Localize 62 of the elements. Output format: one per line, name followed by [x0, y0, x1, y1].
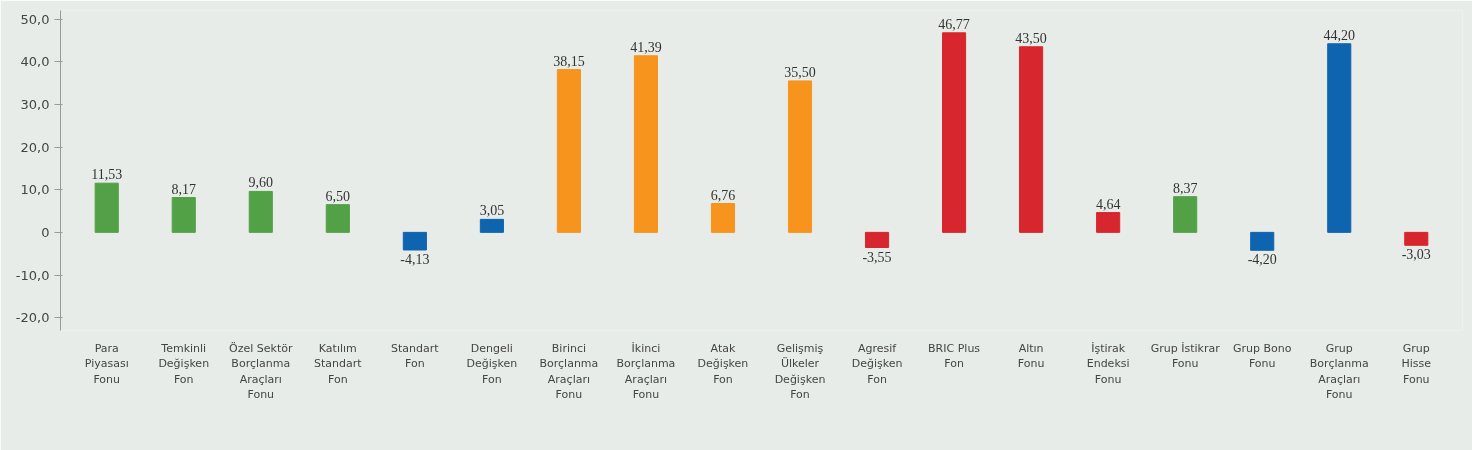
- data-label: -4,20: [1247, 252, 1277, 268]
- x-tick-label: Grup İstikrar Fonu: [1150, 341, 1221, 371]
- bar: [325, 204, 350, 233]
- bar: [1250, 231, 1275, 251]
- x-tick-label: Gelişmiş Ülkeler Değişken Fon: [774, 341, 826, 402]
- bar: [1019, 46, 1044, 233]
- data-label: 6,50: [325, 188, 351, 204]
- y-tick-label: 10,0: [20, 182, 50, 198]
- data-label: 9,60: [248, 175, 274, 191]
- x-tick-label: Grup Hisse Fonu: [1401, 341, 1432, 386]
- y-tick-label: -10,0: [15, 267, 50, 283]
- x-tick-label: İştirak Endeksi Fonu: [1086, 341, 1130, 386]
- x-tick-label: Grup Borçlanma Araçları Fonu: [1309, 341, 1369, 402]
- bar: [1327, 43, 1352, 233]
- data-label: 44,20: [1323, 27, 1355, 43]
- data-label: -3,55: [862, 249, 892, 265]
- x-tick-label: Altın Fonu: [1017, 341, 1045, 371]
- bar: [556, 69, 581, 233]
- bar: [864, 231, 890, 249]
- data-label: 35,50: [784, 64, 816, 80]
- x-tick-label: Temkinli Değişken Fon: [158, 341, 210, 386]
- x-tick-label: BRIC Plus Fon: [928, 341, 981, 371]
- bar: [479, 218, 504, 233]
- x-tick-label: İkinci Borçlanma Araçları Fonu: [616, 341, 676, 402]
- data-label: 8,37: [1172, 180, 1198, 196]
- data-label: 6,76: [710, 187, 736, 203]
- y-tick-label: 0: [41, 224, 50, 240]
- bar: [1404, 231, 1429, 246]
- data-label: -3,03: [1401, 247, 1431, 263]
- bar: [94, 182, 119, 233]
- data-label: 3,05: [479, 203, 505, 219]
- x-tick-label: Birinci Borçlanma Araçları Fonu: [539, 341, 599, 402]
- bar: [787, 80, 813, 233]
- x-tick-label: Para Piyasası Fonu: [84, 341, 129, 386]
- data-label: 43,50: [1015, 30, 1047, 46]
- data-label: 38,15: [553, 53, 585, 69]
- data-label: 46,77: [938, 16, 970, 32]
- bar: [248, 190, 273, 233]
- bar: [633, 55, 659, 233]
- bar: [1096, 212, 1121, 233]
- bar: [171, 197, 196, 233]
- x-tick-label: Katılım Standart Fon: [314, 341, 363, 386]
- y-tick-label: 40,0: [20, 54, 50, 70]
- x-tick-label: Agresif Değişken Fon: [851, 341, 903, 386]
- bar: [710, 203, 736, 233]
- bar: [942, 32, 967, 233]
- y-tick-label: -20,0: [15, 310, 50, 326]
- data-label: 41,39: [630, 39, 662, 55]
- y-tick-label: 20,0: [20, 139, 50, 155]
- x-tick-label: Dengeli Değişken Fon: [466, 341, 518, 386]
- x-tick-label: Standart Fon: [391, 341, 440, 371]
- y-tick-label: 30,0: [20, 96, 50, 112]
- bar: [1173, 196, 1198, 233]
- x-tick-label: Grup Bono Fonu: [1232, 341, 1292, 371]
- y-tick-label: 50,0: [20, 11, 50, 27]
- data-label: 11,53: [91, 167, 123, 183]
- x-tick-label: Özel Sektör Borçlanma Araçları Fonu: [229, 341, 293, 402]
- data-label: -4,13: [400, 251, 430, 267]
- bar: [402, 231, 427, 251]
- x-tick-label: Atak Değişken Fon: [697, 341, 749, 386]
- data-label: 4,64: [1095, 196, 1121, 212]
- data-label: 8,17: [171, 181, 196, 197]
